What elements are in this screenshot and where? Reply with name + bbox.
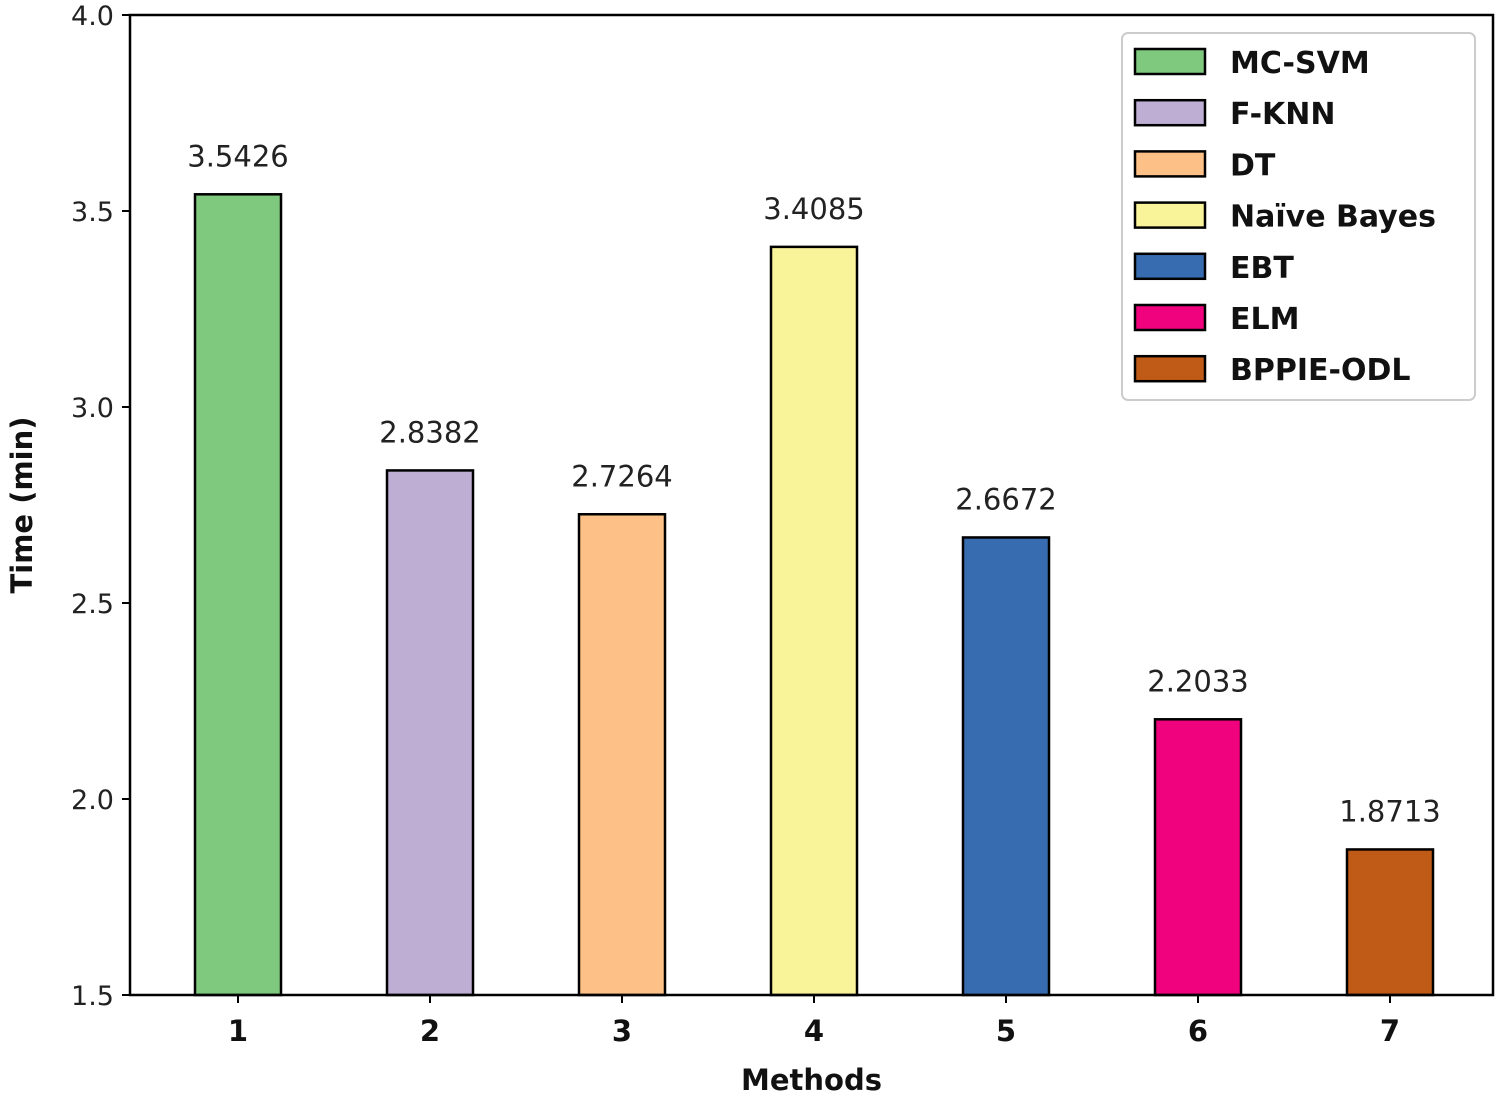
legend-box [1121,32,1476,401]
bar-2 [385,469,475,997]
plot-frame [128,13,1495,997]
legend-label-2: F-KNN [1230,97,1335,132]
y-axis-label: Time (min) [5,416,39,593]
bar-1 [193,193,283,997]
x-tick-label: 1 [228,1014,248,1048]
bar-7 [1345,848,1435,997]
data-label-4: 3.4085 [763,192,864,226]
y-tick-label: 1.5 [71,981,114,1012]
x-tick-label: 4 [804,1014,824,1048]
legend-label-1: MC-SVM [1230,46,1370,81]
x-tick-label: 6 [1188,1014,1208,1048]
legend-swatch-6 [1133,303,1207,332]
legend-label-5: EBT [1230,251,1294,286]
legend-swatch-1 [1133,47,1207,76]
legend-swatch-7 [1133,354,1207,383]
data-label-6: 2.2033 [1147,664,1248,698]
x-tick-label: 3 [612,1014,632,1048]
x-tick-label: 5 [996,1014,1016,1048]
data-label-5: 2.6672 [955,482,1056,516]
x-tick-label: 2 [420,1014,440,1048]
y-tick-label: 2.0 [71,785,114,816]
legend-swatch-3 [1133,150,1207,178]
y-tick-label: 3.5 [71,197,114,228]
y-tick-label: 2.5 [71,589,114,620]
bar-4 [769,245,859,997]
bar-5 [961,536,1051,997]
y-tick-label: 4.0 [71,1,114,32]
legend-swatch-5 [1133,252,1207,281]
legend-swatch-4 [1133,201,1207,229]
data-label-1: 3.5426 [187,139,288,173]
data-label-2: 2.8382 [379,415,480,449]
x-tick-label: 7 [1380,1014,1400,1048]
data-label-3: 2.7264 [571,459,672,493]
x-axis-label: Methods [741,1063,882,1096]
bar-3 [577,513,667,997]
legend-label-3: DT [1230,148,1276,183]
legend-swatch-2 [1133,98,1207,127]
y-tick-label: 3.0 [71,393,114,424]
legend-label-7: BPPIE-ODL [1230,353,1410,388]
legend-label-4: Naïve Bayes [1230,200,1436,235]
data-label-7: 1.8713 [1339,794,1440,828]
legend-label-6: ELM [1230,302,1299,337]
bar-6 [1153,718,1243,997]
